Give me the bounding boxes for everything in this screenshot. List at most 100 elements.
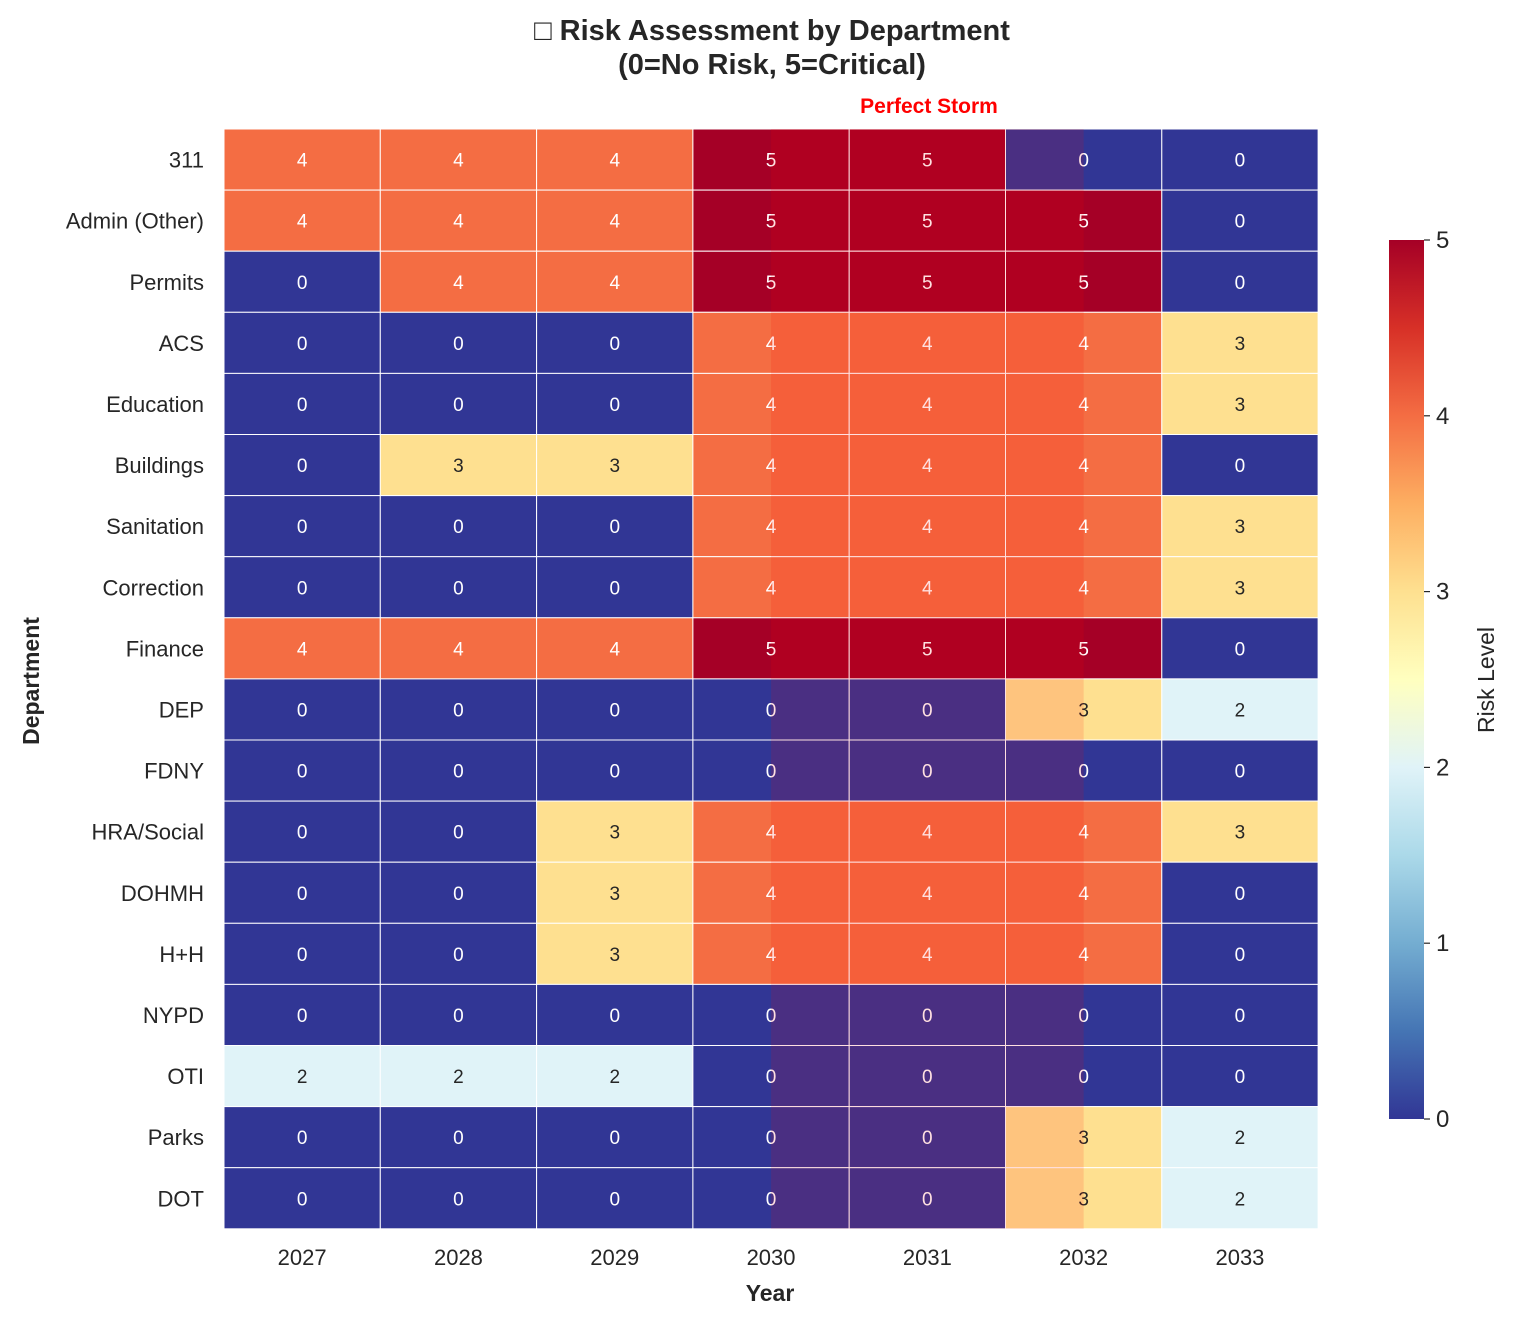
colorbar-tick-label: 5 [1436,227,1449,254]
cell-value-label: 0 [609,700,620,721]
cell-value-label: 0 [453,578,464,599]
heatmap-cells [223,128,1319,1230]
cell-value-label: 0 [922,1067,933,1088]
cell-value-label: 0 [766,762,777,783]
cell-value-label: 5 [1078,639,1089,660]
heatmap-cell [692,189,850,252]
y-axis-label: Department [18,617,44,745]
cell-value-label: 0 [297,884,308,905]
y-tick-label: Correction [103,575,204,600]
cell-value-label: 0 [453,395,464,416]
cell-value-label: 0 [453,1128,464,1149]
heatmap-cell [1161,495,1319,558]
y-tick-label: HRA/Social [92,820,204,845]
cell-value-label: 4 [766,395,777,416]
heatmap-cell [223,678,381,741]
y-tick-label: DOHMH [121,881,204,906]
heatmap-cell [848,189,1007,252]
heatmap-cell [536,678,694,741]
y-tick-label: Parks [148,1125,204,1150]
heatmap-cell [848,434,1007,497]
heatmap-cell [692,495,850,558]
cell-value-label: 5 [1078,212,1089,233]
cell-value-label: 0 [297,945,308,966]
cell-value-label: 2 [453,1067,464,1088]
heatmap-cell [1161,1045,1319,1108]
x-tick-labels: 2027 2028 2029 2030 2031 2032 2033 [278,1245,1265,1270]
heatmap-cell [223,1167,381,1230]
cell-value-label: 2 [1235,1189,1246,1210]
cell-value-label: 0 [1235,762,1246,783]
cell-value-label: 5 [766,151,777,172]
heatmap-cell [223,983,381,1047]
heatmap-cell [692,311,850,374]
heatmap-cell [223,922,381,985]
cell-value-label: 5 [1078,273,1089,294]
cell-value-label: 3 [1235,823,1246,844]
cell-value-label: 3 [1235,578,1246,599]
heatmap-cell [1005,800,1163,863]
y-tick-label: Buildings [115,453,204,478]
heatmap-cell [223,800,381,863]
heatmap-cell [848,1106,1007,1169]
heatmap-cell [1005,617,1163,680]
heatmap-cell [536,250,694,313]
cell-value-label: 0 [1235,945,1246,966]
heatmap-cell [379,678,538,741]
cell-value-label: 0 [609,762,620,783]
cell-value-label: 4 [1078,884,1089,905]
colorbar [1389,240,1424,1119]
y-tick-label: FDNY [144,759,204,784]
cell-value-label: 5 [922,151,933,172]
cell-value-label: 0 [453,700,464,721]
cell-value-label: 0 [297,334,308,355]
cell-value-label: 4 [922,884,933,905]
cell-value-label: 0 [297,273,308,294]
heatmap-cell [379,311,538,374]
heatmap-cell [379,189,538,252]
heatmap-cell [379,372,538,435]
cell-value-label: 0 [453,884,464,905]
heatmap-cell [536,372,694,435]
heatmap-cell [223,1106,381,1169]
heatmap-cell [692,922,850,985]
cell-value-label: 4 [297,212,308,233]
cell-value-label: 4 [1078,334,1089,355]
heatmap-cell [536,1106,694,1169]
cell-value-label: 0 [453,1006,464,1027]
cell-value-label: 5 [766,273,777,294]
cell-value-label: 5 [922,212,933,233]
cell-value-label: 0 [297,1189,308,1210]
heatmap-cell [1161,800,1319,863]
heatmap-cell [536,556,694,619]
cell-value-label: 4 [922,823,933,844]
cell-value-label: 0 [766,1189,777,1210]
cell-value-label: 2 [297,1067,308,1088]
heatmap-cell [692,739,850,802]
cell-value-label: 0 [297,1006,308,1027]
y-tick-label: OTI [167,1064,204,1089]
cell-value-label: 0 [297,762,308,783]
heatmap-cell [379,922,538,985]
highlight-annotation: Perfect Storm [860,95,998,118]
heatmap-cell [223,739,381,802]
cell-value-label: 0 [1078,1006,1089,1027]
y-tick-label: Finance [126,636,204,661]
colorbar-tick-label: 4 [1436,403,1449,430]
cell-value-label: 2 [609,1067,620,1088]
heatmap-cell [536,617,694,680]
heatmap-cell [1161,250,1319,313]
cell-value-label: 0 [922,1128,933,1149]
cell-value-label: 4 [766,517,777,538]
cell-value-label: 0 [609,1128,620,1149]
cell-value-label: 4 [766,884,777,905]
cell-value-label: 3 [609,945,620,966]
x-tick-label: 2027 [278,1245,327,1270]
cell-value-label: 3 [1078,1128,1089,1149]
heatmap-cell [536,983,694,1047]
cell-value-label: 0 [453,334,464,355]
cell-value-label: 0 [1078,1067,1089,1088]
heatmap-cell [536,434,694,497]
y-tick-labels: 311 Admin (Other) Permits ACS Education Build… [66,148,204,1212]
heatmap-cell [536,739,694,802]
